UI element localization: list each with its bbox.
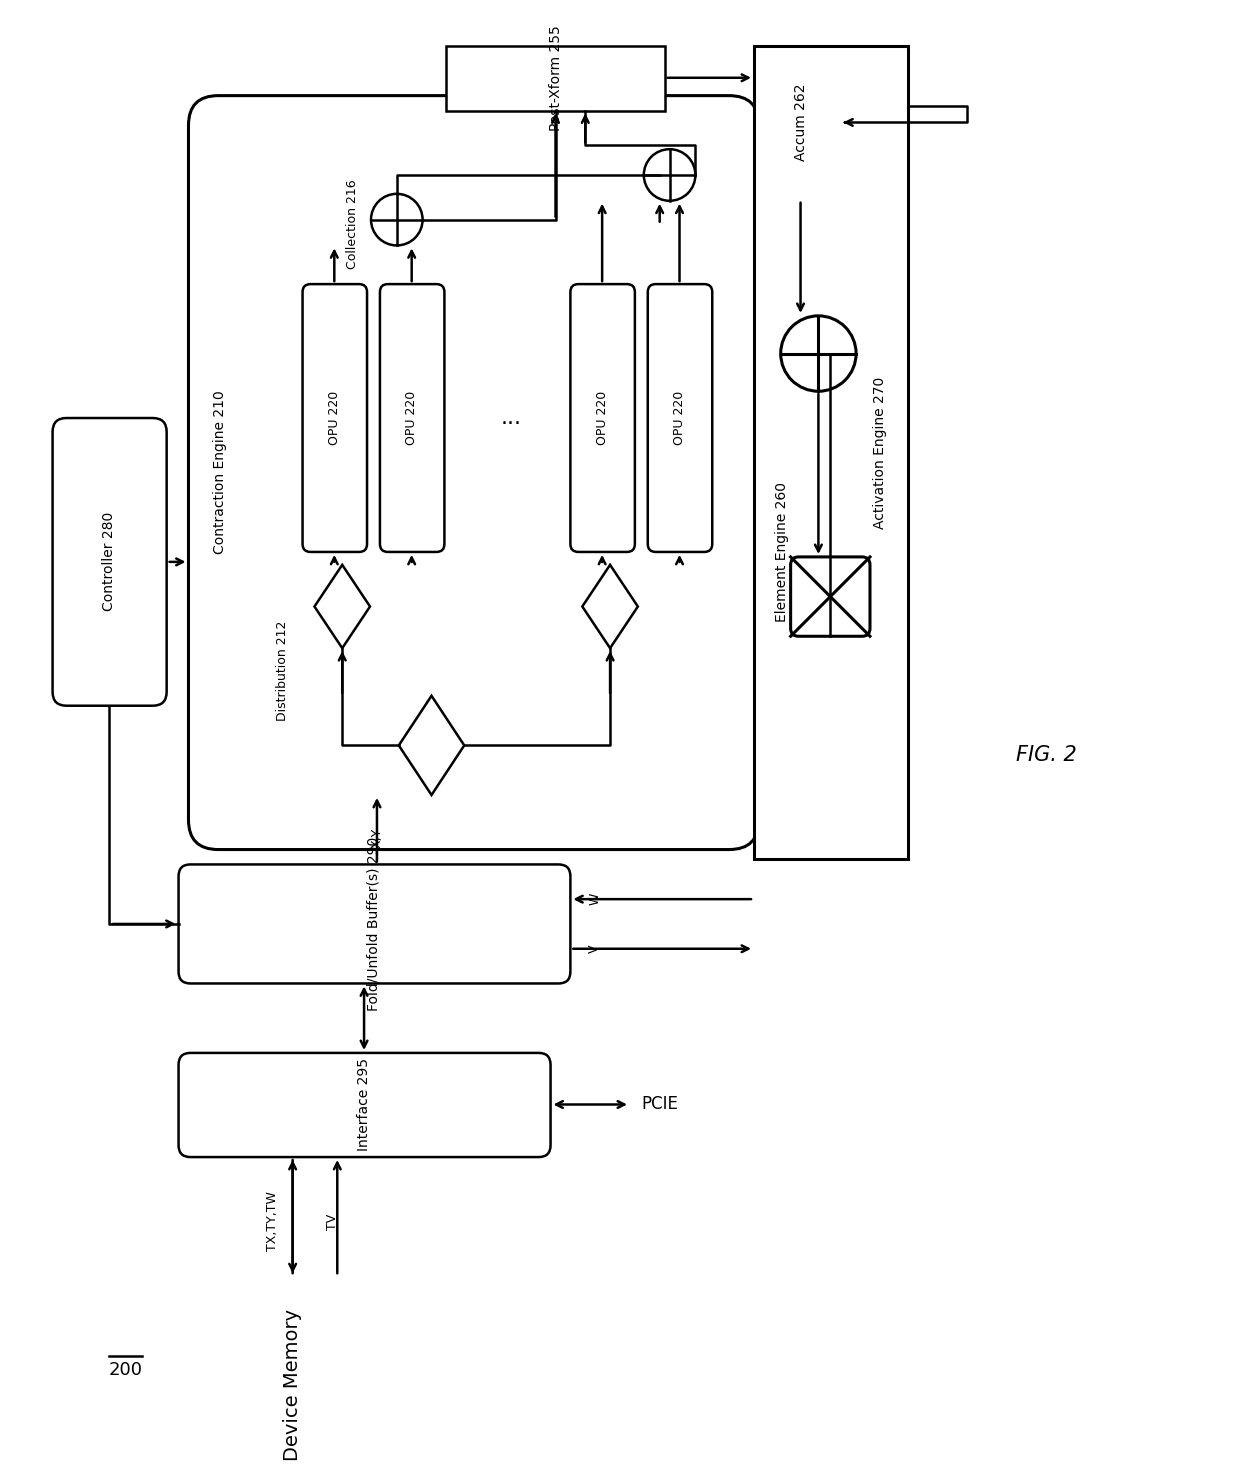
Text: FIG. 2: FIG. 2 bbox=[1017, 745, 1076, 765]
FancyBboxPatch shape bbox=[647, 285, 712, 551]
Text: Element Engine 260: Element Engine 260 bbox=[775, 482, 789, 622]
Text: Device Memory: Device Memory bbox=[283, 1309, 303, 1461]
Circle shape bbox=[371, 194, 423, 246]
Text: Accum 262: Accum 262 bbox=[794, 83, 807, 162]
Text: Activation Engine 270: Activation Engine 270 bbox=[873, 376, 887, 529]
Text: OPU 220: OPU 220 bbox=[673, 391, 686, 445]
FancyBboxPatch shape bbox=[52, 418, 166, 705]
Text: OPU 220: OPU 220 bbox=[327, 391, 341, 445]
FancyBboxPatch shape bbox=[179, 1052, 551, 1157]
Text: Collection 216: Collection 216 bbox=[346, 179, 358, 270]
Polygon shape bbox=[315, 565, 370, 648]
FancyBboxPatch shape bbox=[570, 285, 635, 551]
Text: Contraction Engine 210: Contraction Engine 210 bbox=[213, 391, 227, 554]
FancyBboxPatch shape bbox=[188, 96, 759, 849]
Text: Fold/Unfold Buffer(s) 290: Fold/Unfold Buffer(s) 290 bbox=[367, 837, 381, 1011]
FancyBboxPatch shape bbox=[379, 285, 444, 551]
Bar bbox=[754, 46, 908, 860]
Text: TV: TV bbox=[326, 1214, 339, 1230]
Circle shape bbox=[644, 150, 696, 200]
Text: V: V bbox=[588, 944, 601, 953]
Polygon shape bbox=[399, 695, 464, 794]
Text: Controller 280: Controller 280 bbox=[102, 513, 117, 612]
Text: PCIE: PCIE bbox=[641, 1095, 678, 1113]
Bar bbox=[754, 46, 848, 200]
Text: OPU 220: OPU 220 bbox=[595, 391, 609, 445]
FancyBboxPatch shape bbox=[791, 557, 870, 636]
FancyBboxPatch shape bbox=[179, 864, 570, 984]
Text: W: W bbox=[588, 894, 601, 906]
Bar bbox=[446, 46, 665, 111]
Text: Post-Xform 255: Post-Xform 255 bbox=[548, 25, 563, 130]
Text: OPU 220: OPU 220 bbox=[405, 391, 418, 445]
Text: ...: ... bbox=[501, 408, 521, 428]
Text: X,Y: X,Y bbox=[371, 827, 383, 848]
Text: TX,TY,TW: TX,TY,TW bbox=[267, 1192, 279, 1251]
Polygon shape bbox=[583, 565, 637, 648]
FancyBboxPatch shape bbox=[303, 285, 367, 551]
Text: Distribution 212: Distribution 212 bbox=[277, 621, 289, 722]
Text: Interface 295: Interface 295 bbox=[357, 1058, 371, 1152]
Circle shape bbox=[781, 316, 856, 391]
Text: 200: 200 bbox=[109, 1362, 143, 1380]
